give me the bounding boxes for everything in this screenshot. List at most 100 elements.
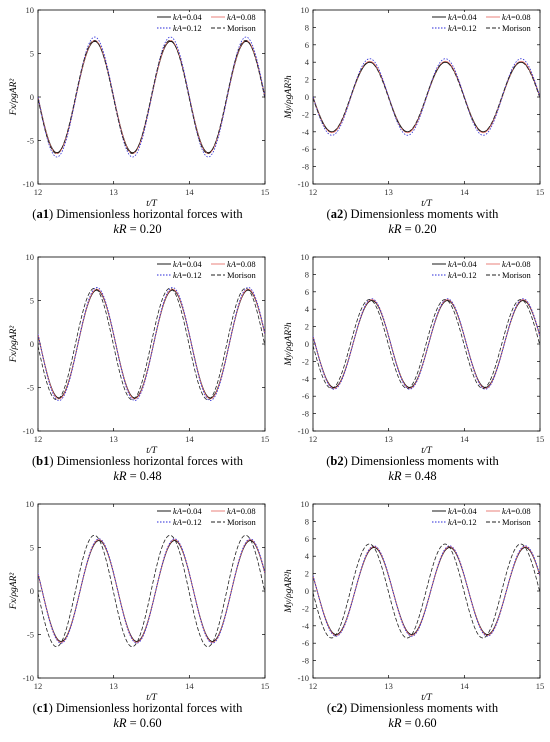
caption-id: c1 (36, 701, 49, 715)
chart-svg-c2: -10 -8 -6 -4 -2 0 2 4 6 8 10 12 13 14 15 t/T My/ρgAR²h kA… (284, 499, 544, 703)
y-tick-label: -2 (302, 603, 309, 613)
legend-entry-2: kA=0.08 (227, 12, 256, 22)
caption-text: Dimensionless moments with (350, 454, 499, 468)
x-tick-label: 15 (536, 187, 545, 197)
legend-entry-4: Morison (227, 23, 257, 33)
y-tick-label: -10 (298, 426, 309, 436)
x-tick-label: 12 (34, 187, 43, 197)
caption-text: Dimensionless horizontal forces with (56, 207, 243, 221)
y-tick-label: -5 (27, 136, 34, 146)
caption-kr: kR = 0.60 (388, 716, 437, 730)
legend-entry-2: kA=0.08 (227, 259, 256, 269)
legend-entry-1: kA=0.04 (448, 12, 477, 22)
caption-kr: kR = 0.48 (388, 469, 437, 483)
y-tick-label: -10 (298, 179, 309, 189)
y-tick-label: 8 (305, 269, 309, 279)
chart-svg-b2: -10 -8 -6 -4 -2 0 2 4 6 8 10 12 13 14 15 t/T My/ρgAR²h kA… (284, 252, 545, 456)
legend-entry-2: kA=0.08 (502, 259, 531, 269)
x-tick-label: 13 (384, 681, 393, 691)
y-tick-label: 0 (30, 586, 34, 596)
x-tick-label: 12 (309, 434, 318, 444)
series-line-4 (38, 40, 265, 154)
y-tick-label: -10 (23, 179, 34, 189)
y-tick-label: 0 (305, 339, 309, 349)
x-tick-label: 15 (261, 434, 270, 444)
legend-entry-3: kA=0.12 (173, 270, 202, 280)
y-tick-label: -5 (27, 630, 34, 640)
x-tick-label: 12 (34, 434, 43, 444)
legend-entry-3: kA=0.12 (448, 270, 477, 280)
chart-panel-a1: -10 -5 0 5 10 12 13 14 15 t/T Fx/ρgAR² kA=0.04 kA=0.… (0, 0, 275, 247)
y-tick-label: 0 (305, 92, 309, 102)
caption-text: Dimensionless moments with (350, 701, 499, 715)
caption-kr: kR = 0.48 (113, 469, 162, 483)
legend-box (155, 506, 263, 530)
legend-entry-3: kA=0.12 (173, 23, 202, 33)
y-tick-label: 5 (30, 49, 34, 59)
legend-entry-2: kA=0.08 (502, 12, 531, 22)
y-tick-label: 2 (305, 75, 309, 85)
caption-text: Dimensionless horizontal forces with (56, 454, 244, 468)
y-axis-label: My/ρgAR²h (284, 322, 294, 367)
legend-box (430, 12, 538, 36)
x-tick-label: 13 (384, 434, 393, 444)
series-line-2 (38, 539, 265, 643)
x-axis-label: t/T (421, 199, 432, 209)
caption-kr: kR = 0.20 (113, 222, 162, 236)
legend-entry-4: Morison (227, 517, 257, 527)
legend-entry-3: kA=0.12 (173, 517, 202, 527)
y-tick-label: 10 (301, 499, 310, 509)
y-axis-label: Fx/ρgAR² (9, 79, 19, 117)
x-tick-label: 13 (109, 434, 118, 444)
y-tick-label: 10 (26, 499, 35, 509)
y-axis-label: My/ρgAR²h (284, 75, 294, 120)
y-axis-label: My/ρgAR²h (284, 569, 294, 614)
y-tick-label: 8 (305, 22, 309, 32)
legend-entry-4: Morison (502, 23, 532, 33)
series-line-3 (38, 36, 265, 158)
y-tick-label: -10 (23, 426, 34, 436)
plot-frame (37, 256, 266, 432)
series-line-4 (313, 543, 540, 639)
series-line-2 (313, 546, 540, 636)
y-tick-label: -10 (23, 673, 34, 683)
y-tick-label: 4 (305, 57, 310, 67)
y-tick-label: -2 (302, 356, 309, 366)
y-tick-label: 10 (301, 252, 310, 262)
series-line-2 (38, 288, 265, 400)
x-tick-label: 14 (185, 681, 194, 691)
legend-entry-1: kA=0.04 (173, 506, 202, 516)
chart-svg-a2: -10 -8 -6 -4 -2 0 2 4 6 8 10 12 13 14 15 t/T My/ρgAR²h kA… (284, 5, 545, 209)
x-tick-label: 14 (460, 681, 469, 691)
y-tick-label: -8 (302, 656, 309, 666)
y-tick-label: -8 (302, 162, 309, 172)
legend-entry-4: Morison (502, 270, 532, 280)
x-tick-label: 12 (309, 681, 318, 691)
caption-c1: (c1) Dimensionless horizontal forces wit… (0, 701, 275, 731)
chart-panel-a2: -10 -8 -6 -4 -2 0 2 4 6 8 10 12 13 14 15 t/T My/ρgAR²h kA… (275, 0, 550, 247)
y-tick-label: 10 (301, 5, 310, 15)
x-tick-label: 13 (109, 187, 118, 197)
caption-b1: (b1) Dimensionless horizontal forces wit… (0, 454, 275, 484)
x-axis-label: t/T (146, 693, 157, 703)
y-tick-label: -4 (302, 127, 310, 137)
y-tick-label: 6 (305, 40, 309, 50)
y-tick-label: -6 (302, 391, 309, 401)
x-tick-label: 14 (185, 187, 194, 197)
y-tick-label: 0 (30, 339, 34, 349)
legend-entry-1: kA=0.04 (173, 259, 202, 269)
y-tick-label: 6 (305, 534, 309, 544)
y-tick-label: -4 (302, 621, 310, 631)
y-tick-label: 0 (30, 92, 34, 102)
x-tick-label: 15 (536, 434, 545, 444)
x-tick-label: 13 (109, 681, 118, 691)
x-tick-label: 15 (261, 187, 270, 197)
chart-panel-b2: -10 -8 -6 -4 -2 0 2 4 6 8 10 12 13 14 15 t/T My/ρgAR²h kA… (275, 247, 550, 494)
x-axis-label: t/T (421, 446, 432, 456)
y-tick-label: 10 (26, 252, 35, 262)
y-tick-label: -2 (302, 109, 309, 119)
series-line-4 (38, 534, 265, 648)
